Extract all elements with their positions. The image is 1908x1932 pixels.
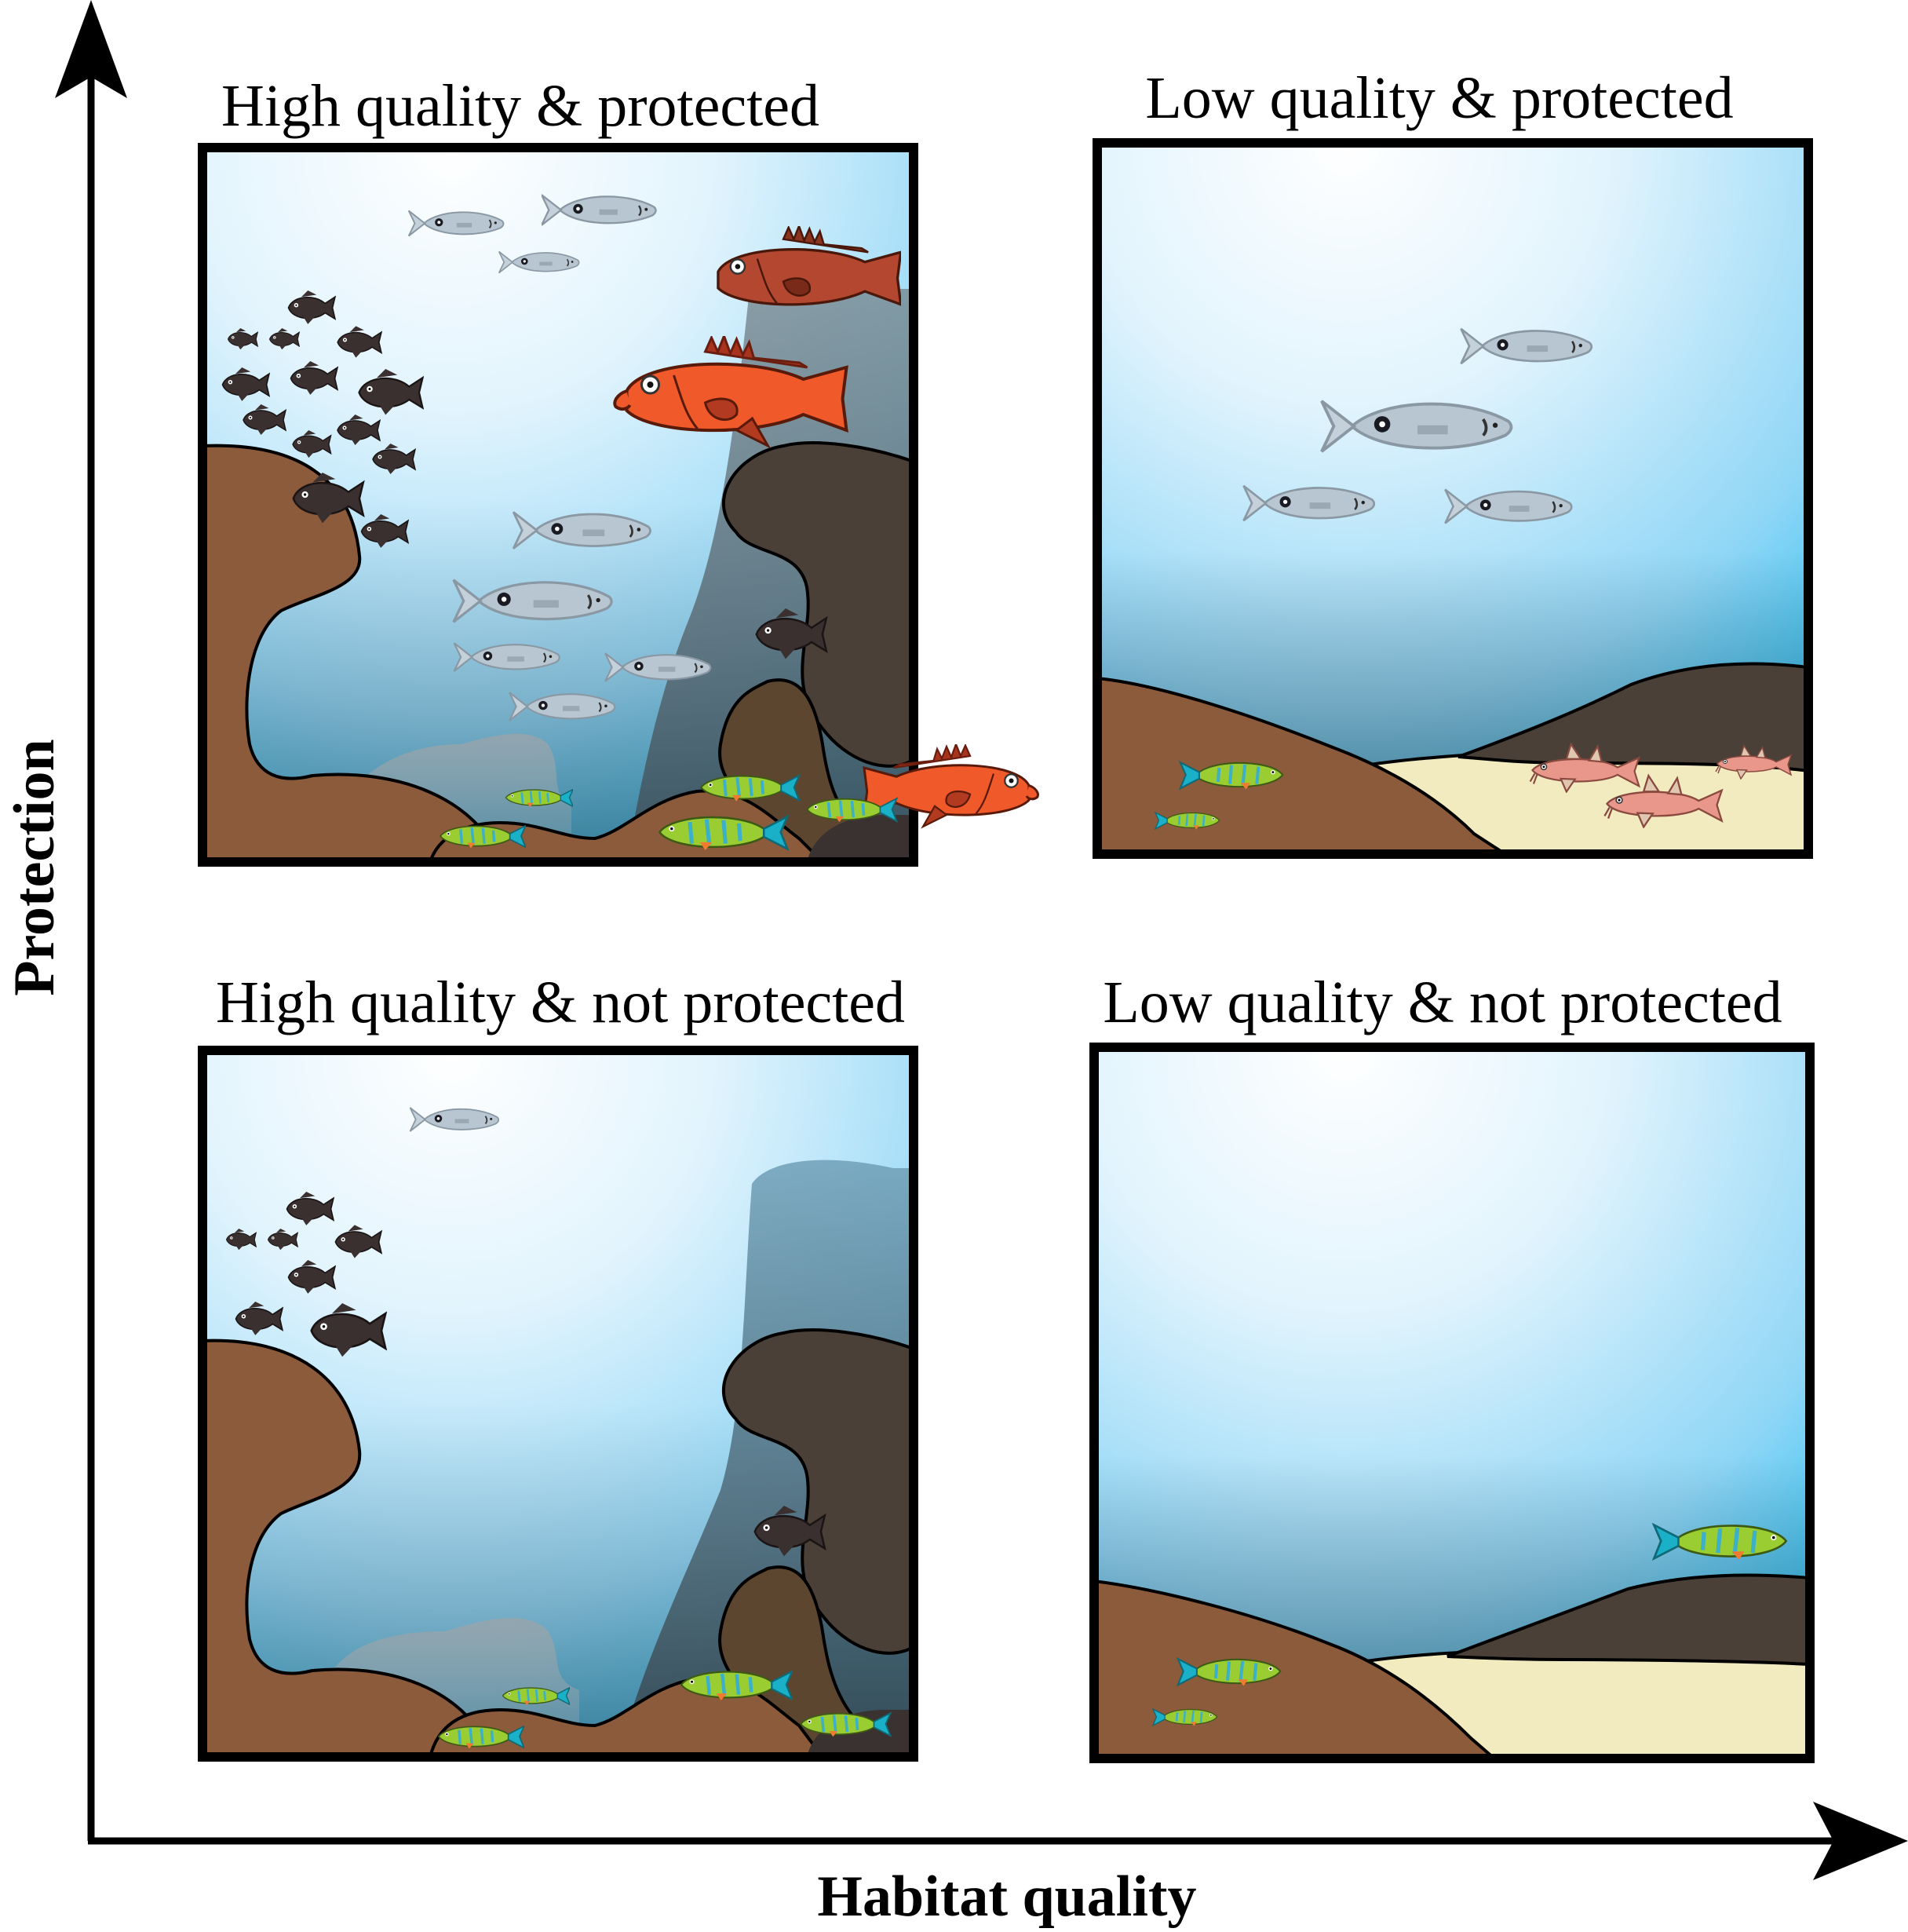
panel-lq-not-protected — [1089, 1043, 1815, 1763]
panel-hq-not-protected — [198, 1046, 918, 1762]
quadrant-title-lq-not-protected: Low quality & not protected — [1103, 970, 1782, 1035]
panel-hq-protected — [198, 143, 1040, 867]
panel-lq-protected — [1093, 138, 1813, 859]
y-axis-label: Protection — [2, 739, 67, 995]
y-axis-arrowhead — [55, 0, 127, 98]
x-axis-arrowhead — [1813, 1802, 1908, 1880]
quadrant-title-hq-protected: High quality & protected — [221, 73, 819, 139]
quadrant-title-hq-not-protected: High quality & not protected — [216, 970, 905, 1035]
quadrant-title-lq-protected: Low quality & protected — [1145, 65, 1733, 131]
x-axis-label: Habitat quality — [817, 1864, 1196, 1929]
